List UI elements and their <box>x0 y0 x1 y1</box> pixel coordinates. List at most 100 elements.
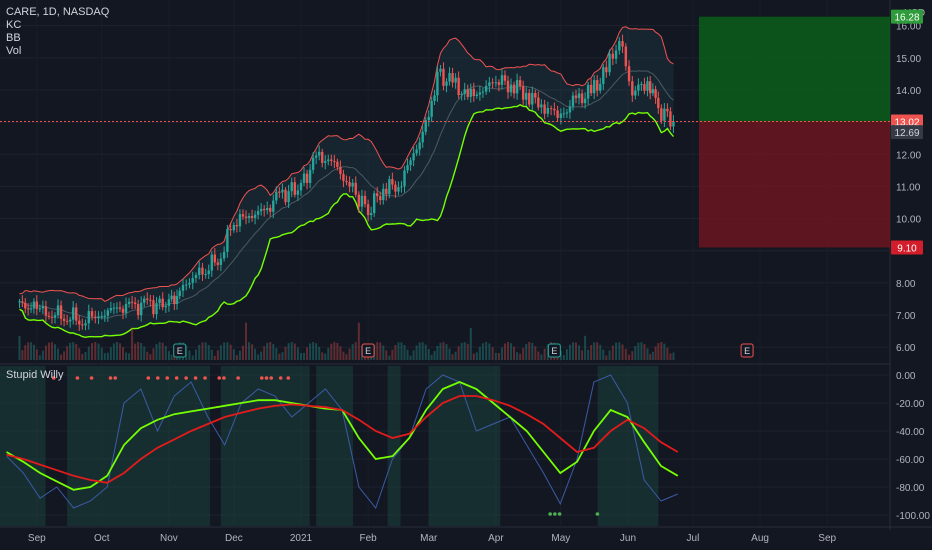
candle-body <box>284 189 287 203</box>
candle-body <box>643 84 646 91</box>
oscillator-title[interactable]: Stupid Willy <box>6 369 64 381</box>
candle-body <box>478 92 482 95</box>
volume-bar <box>376 342 379 360</box>
volume-bar <box>528 342 531 360</box>
volume-bar <box>191 355 194 360</box>
indicator-kc[interactable]: KC <box>6 19 22 31</box>
candle-body <box>330 159 333 161</box>
candle-body <box>583 98 587 104</box>
volume-bar <box>475 352 478 360</box>
candle-body <box>488 82 491 86</box>
osc-dot <box>286 376 291 380</box>
volume-bar <box>38 355 41 360</box>
volume-bar <box>351 344 354 360</box>
candle-body <box>229 229 232 231</box>
candle-body <box>32 301 36 309</box>
candle-body <box>472 88 476 96</box>
osc-dot <box>203 376 207 380</box>
candle-body <box>589 84 593 94</box>
candle-body <box>506 80 510 93</box>
x-tick-label-2: Nov <box>160 533 178 544</box>
volume-bar <box>497 353 500 360</box>
candle-body <box>194 274 198 279</box>
candle-body <box>494 82 498 84</box>
volume-bar <box>436 345 439 360</box>
candle-body <box>640 84 643 86</box>
osc-dot <box>165 376 170 380</box>
volume-bar <box>63 351 66 360</box>
stop-price-tag: 9.10 <box>897 243 917 254</box>
volume-bar <box>631 351 634 360</box>
candle-body <box>540 104 543 108</box>
candle-body <box>379 196 382 201</box>
candle-body <box>360 195 364 207</box>
candle-body <box>65 320 69 322</box>
current-price-tag: 13.02 <box>894 117 919 128</box>
candle-body <box>503 75 507 81</box>
candle-body <box>457 77 460 96</box>
osc-tick-label-5: -100.00 <box>896 511 930 522</box>
y-tick-label-9: 7.00 <box>896 311 916 322</box>
volume-bar <box>382 345 385 360</box>
candle-body <box>47 315 51 317</box>
volume-bar <box>608 350 611 360</box>
candle-body <box>412 153 415 161</box>
volume-bar <box>32 344 35 360</box>
candle-body <box>559 113 563 118</box>
volume-bar <box>646 348 649 360</box>
volume-bar <box>672 352 675 360</box>
candle-body <box>62 318 66 321</box>
y-tick-label-10: 6.00 <box>896 343 916 354</box>
volume-bar <box>534 346 537 360</box>
volume-bar <box>167 351 170 360</box>
osc-dot <box>146 376 151 380</box>
volume-bar <box>44 345 47 360</box>
volume-bar <box>18 336 21 360</box>
volume-bar <box>315 343 318 360</box>
volume-bar <box>131 327 134 360</box>
candle-body <box>253 214 257 218</box>
candle-body <box>354 182 357 195</box>
candle-body <box>175 295 179 304</box>
osc-dot <box>264 376 269 380</box>
volume-bar <box>57 348 60 360</box>
x-tick-label-7: Apr <box>488 533 504 544</box>
volume-bar <box>260 351 263 360</box>
candle-body <box>185 284 188 286</box>
volume-bar <box>254 348 257 360</box>
candle-body <box>534 93 537 98</box>
x-tick-label-9: Jun <box>620 533 636 544</box>
volume-bar <box>134 343 137 360</box>
candle-body <box>385 188 388 195</box>
volume-bar <box>463 342 466 360</box>
indicator-bb[interactable]: BB <box>6 32 21 44</box>
candle-body <box>68 319 72 322</box>
volume-bar <box>491 347 494 360</box>
candle-body <box>84 323 87 326</box>
volume-bar <box>87 346 90 360</box>
volume-bar <box>403 344 406 360</box>
candle-body <box>451 73 454 83</box>
volume-bar <box>229 344 232 360</box>
x-tick-label-3: Dec <box>225 533 243 544</box>
x-tick-label-11: Aug <box>751 533 769 544</box>
candle-body <box>433 95 436 102</box>
candle-body <box>314 155 318 158</box>
candle-body <box>577 93 581 99</box>
indicator-vol[interactable]: Vol <box>6 45 22 57</box>
candle-body <box>198 267 201 275</box>
candle-body <box>634 90 637 96</box>
volume-bar <box>454 351 457 360</box>
candle-body <box>466 89 469 97</box>
volume-bar <box>397 342 400 360</box>
candle-body <box>262 208 266 211</box>
volume-bar <box>24 345 27 360</box>
volume-bar <box>284 346 287 360</box>
candle-body <box>139 302 143 316</box>
volume-bar <box>281 352 284 360</box>
symbol-title[interactable]: CARE, 1D, NASDAQ <box>6 6 110 18</box>
volume-bar <box>81 353 84 360</box>
candle-body <box>366 204 370 216</box>
volume-bar <box>466 343 469 360</box>
candle-body <box>287 191 290 203</box>
